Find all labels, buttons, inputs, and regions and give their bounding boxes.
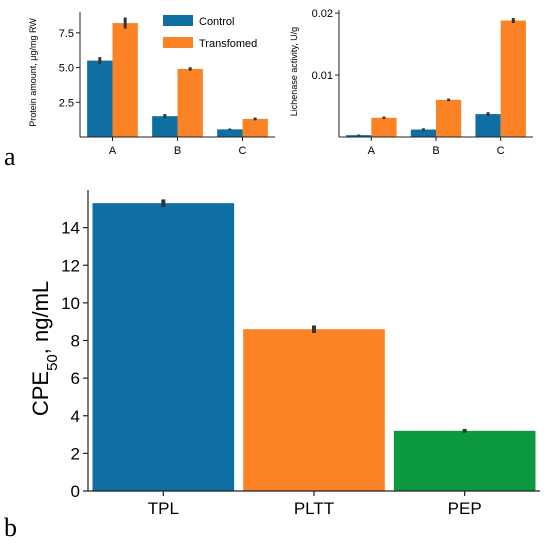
bar-2-s0-c xyxy=(475,114,501,137)
bar-3-tpl xyxy=(92,203,235,491)
bar-1-s1-a xyxy=(112,23,138,137)
chart-protein-amount: 2.5 5.0 7.5 A B C Protein amount, μg/mg RW Cont… xyxy=(28,12,275,157)
y-tick-label-3-0: 0 xyxy=(71,482,80,501)
bar-3-pep xyxy=(393,430,536,491)
x-tick-label-3-tpl: TPL xyxy=(148,499,179,518)
bar-2-s0-b xyxy=(410,129,436,137)
bar-1-s0-a xyxy=(87,60,113,137)
bar-1-s1-b xyxy=(177,68,203,137)
panel-a-letter: a xyxy=(4,142,16,171)
y-axis-label-2: Lichenase activity, U/g xyxy=(289,27,299,116)
x-tick-label-3-pltt: PLTT xyxy=(294,499,334,518)
bar-2-s0-a xyxy=(346,135,372,137)
bar-1-s0-b xyxy=(152,116,178,137)
panel-b-letter: b xyxy=(4,513,17,542)
y-tick-label-3-1: 2 xyxy=(71,444,80,463)
bar-2-s1-a xyxy=(371,117,397,137)
y-tick-label-3-5: 10 xyxy=(61,294,80,313)
y-tick-label-3-3: 6 xyxy=(71,369,80,388)
legend-swatch-control xyxy=(163,15,193,26)
y-tick-label-1-0: 2.5 xyxy=(59,97,74,109)
y-axis-label-1: Protein amount, μg/mg RW xyxy=(28,18,38,127)
x-tick-label-2-a: A xyxy=(368,145,376,157)
y-tick-label-2-0: 0.01 xyxy=(312,70,333,82)
chart-cpe50: TPL PLTT PEP 0 2 4 6 8 10 12 14 CPE50, ng/mL xyxy=(28,190,540,518)
x-tick-label-1-b: B xyxy=(174,145,181,157)
y-tick-label-3-6: 12 xyxy=(61,256,80,275)
x-tick-label-2-b: B xyxy=(432,145,439,157)
y-axis-label-3: CPE50, ng/mL xyxy=(28,281,61,416)
bar-1-s1-c xyxy=(242,118,268,137)
y-tick-label-1-1: 5.0 xyxy=(59,63,74,75)
chart-lichenase-activity: 0.01 0.02 A B C Lichenase activity, U/g xyxy=(289,8,533,157)
y-tick-label-3-4: 8 xyxy=(71,332,80,351)
legend-label-control: Control xyxy=(199,16,234,28)
y-tick-label-3-2: 4 xyxy=(71,407,80,426)
bar-1-s0-c xyxy=(217,129,243,137)
bar-3-pltt xyxy=(243,329,385,491)
bar-2-s1-c xyxy=(500,20,526,137)
x-tick-label-1-a: A xyxy=(109,145,117,157)
y-tick-label-2-1: 0.02 xyxy=(312,8,333,20)
y-axis-label-3-units: , ng/mL xyxy=(28,281,53,354)
legend-label-transfomed: Transfomed xyxy=(199,38,257,50)
y-tick-label-3-7: 14 xyxy=(61,219,80,238)
y-axis-label-3-main: CPE xyxy=(28,371,53,416)
y-axis-label-3-subscript: 50 xyxy=(44,354,61,371)
legend-swatch-transfomed xyxy=(163,37,193,48)
x-tick-label-2-c: C xyxy=(497,145,505,157)
x-tick-label-1-c: C xyxy=(239,145,247,157)
bar-2-s1-b xyxy=(436,99,462,137)
x-tick-label-3-pep: PEP xyxy=(448,499,482,518)
y-tick-label-1-2: 7.5 xyxy=(59,28,74,40)
